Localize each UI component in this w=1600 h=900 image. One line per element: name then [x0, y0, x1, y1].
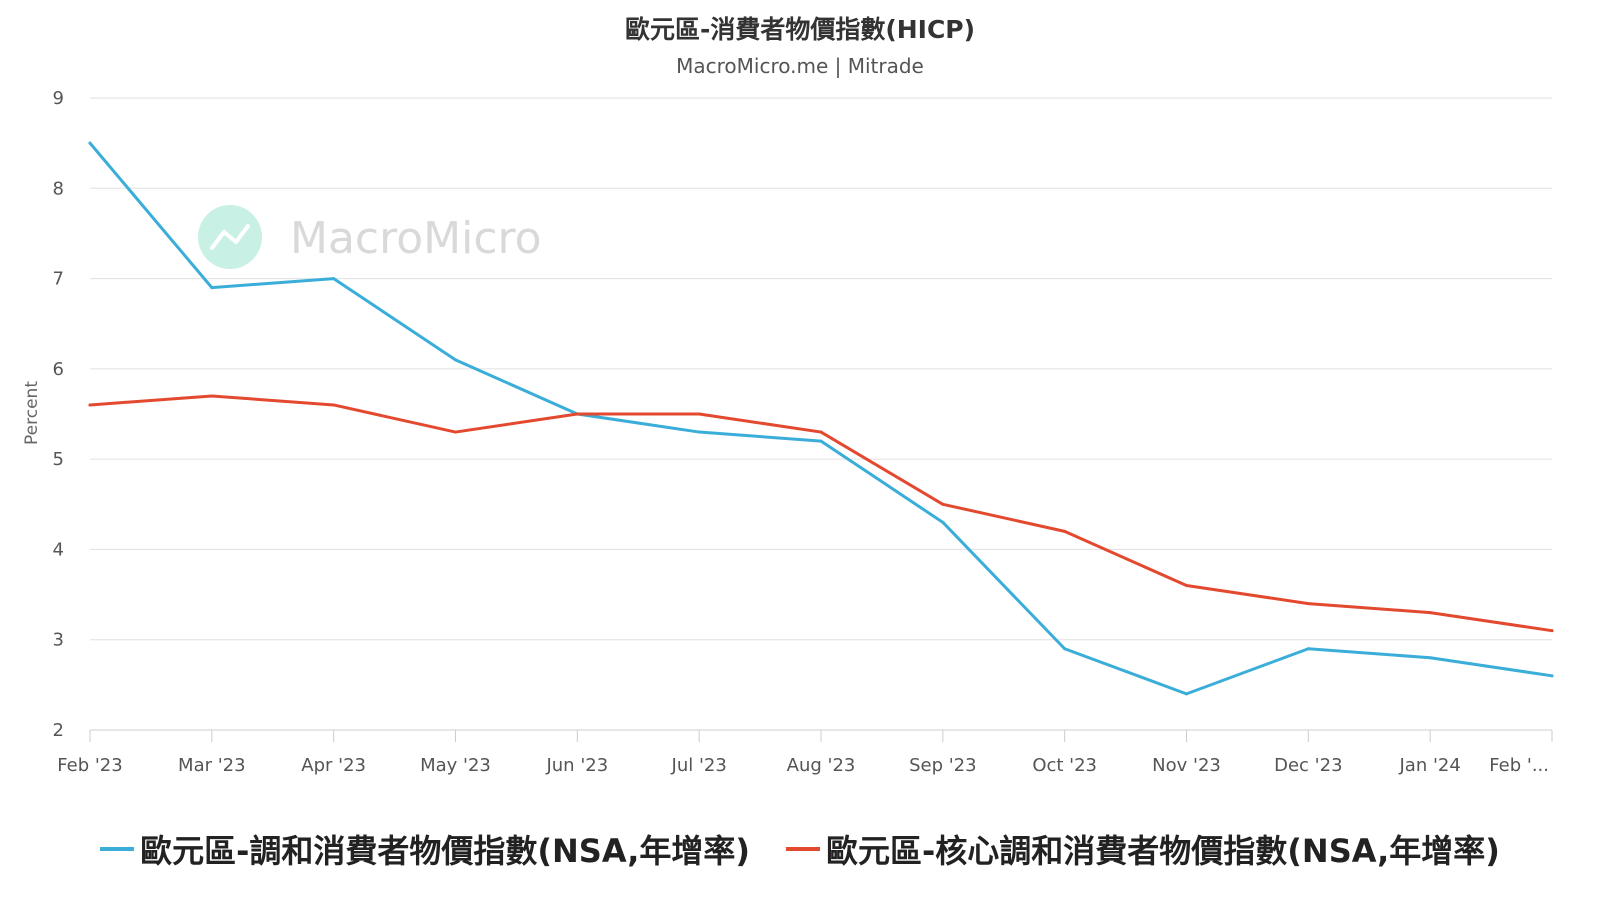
data-point-hicp[interactable] [88, 141, 92, 145]
data-point-core[interactable] [1550, 629, 1554, 633]
legend-swatch-core [786, 847, 820, 851]
x-tick-label: Jun '23 [545, 755, 608, 776]
x-tick-label: Apr '23 [301, 755, 366, 776]
data-point-core[interactable] [332, 403, 336, 407]
y-tick-label: 9 [53, 88, 64, 109]
chart-title: 歐元區-消費者物價指數(HICP) [624, 15, 976, 44]
data-point-hicp[interactable] [1306, 647, 1310, 651]
data-point-core[interactable] [819, 430, 823, 434]
gridlines [90, 97, 1552, 731]
series-lines[interactable] [88, 141, 1554, 696]
data-point-core[interactable] [1185, 584, 1188, 588]
legend-item-core[interactable]: 歐元區-核心調和消費者物價指數(NSA,年增率) [786, 826, 1500, 872]
legend-swatch-hicp [100, 847, 135, 851]
x-tick-label: May '23 [420, 755, 491, 776]
data-point-core[interactable] [210, 394, 214, 398]
data-point-hicp[interactable] [332, 277, 336, 281]
y-tick-label: 6 [53, 359, 64, 380]
x-tick-label: Dec '23 [1274, 755, 1342, 776]
data-point-core[interactable] [1428, 611, 1432, 615]
x-tick-label: Jan '24 [1399, 755, 1461, 776]
x-axis: Feb '23 Mar '23 Apr '23 May '23 Jun '23 Jul '… [57, 730, 1553, 776]
data-point-hicp[interactable] [941, 520, 945, 524]
y-tick-label: 8 [53, 178, 64, 199]
data-point-hicp[interactable] [1063, 647, 1067, 651]
y-tick-label: 5 [53, 449, 64, 470]
data-point-hicp[interactable] [1428, 656, 1432, 660]
watermark-text: MacroMicro [290, 213, 542, 264]
data-point-hicp[interactable] [697, 430, 701, 434]
data-point-hicp[interactable] [819, 439, 823, 443]
data-point-core[interactable] [575, 412, 579, 416]
data-point-core[interactable] [697, 412, 701, 416]
legend-label-hicp: 歐元區-調和消費者物價指數(NSA,年增率) [140, 832, 750, 870]
data-point-hicp[interactable] [454, 358, 457, 362]
y-tick-label: 2 [53, 720, 64, 741]
y-tick-label: 3 [53, 630, 64, 651]
data-point-core[interactable] [941, 502, 945, 506]
data-point-core[interactable] [1306, 602, 1310, 606]
x-tick-label: Feb '... [1489, 755, 1549, 776]
data-point-hicp[interactable] [210, 286, 214, 290]
y-tick-label: 4 [53, 539, 64, 560]
x-tick-label: Aug '23 [787, 755, 856, 776]
x-tick-label: Feb '23 [57, 755, 122, 776]
y-tick-label: 7 [53, 269, 64, 290]
x-tick-label: Jul '23 [671, 755, 727, 776]
logo-trend-mark [210, 224, 250, 250]
data-point-core[interactable] [1063, 529, 1067, 533]
x-tick-label: Sep '23 [909, 755, 977, 776]
x-tick-label: Oct '23 [1032, 755, 1097, 776]
data-point-core[interactable] [454, 430, 457, 434]
watermark: MacroMicro [198, 205, 542, 269]
x-tick-label: Nov '23 [1152, 755, 1221, 776]
data-point-hicp[interactable] [1550, 674, 1554, 678]
x-tick-label: Mar '23 [178, 755, 246, 776]
data-point-hicp[interactable] [1185, 692, 1188, 696]
y-axis: 2 3 4 5 6 7 8 9 [53, 88, 64, 741]
chart-subtitle: MacroMicro.me | Mitrade [676, 54, 924, 78]
legend-label-core: 歐元區-核心調和消費者物價指數(NSA,年增率) [826, 832, 1500, 870]
legend-item-hicp[interactable]: 歐元區-調和消費者物價指數(NSA,年增率) [100, 826, 750, 872]
y-axis-label: Percent [22, 381, 42, 445]
data-point-core[interactable] [88, 403, 92, 407]
legend: 歐元區-調和消費者物價指數(NSA,年增率) 歐元區-核心調和消費者物價指數(N… [0, 826, 1600, 872]
